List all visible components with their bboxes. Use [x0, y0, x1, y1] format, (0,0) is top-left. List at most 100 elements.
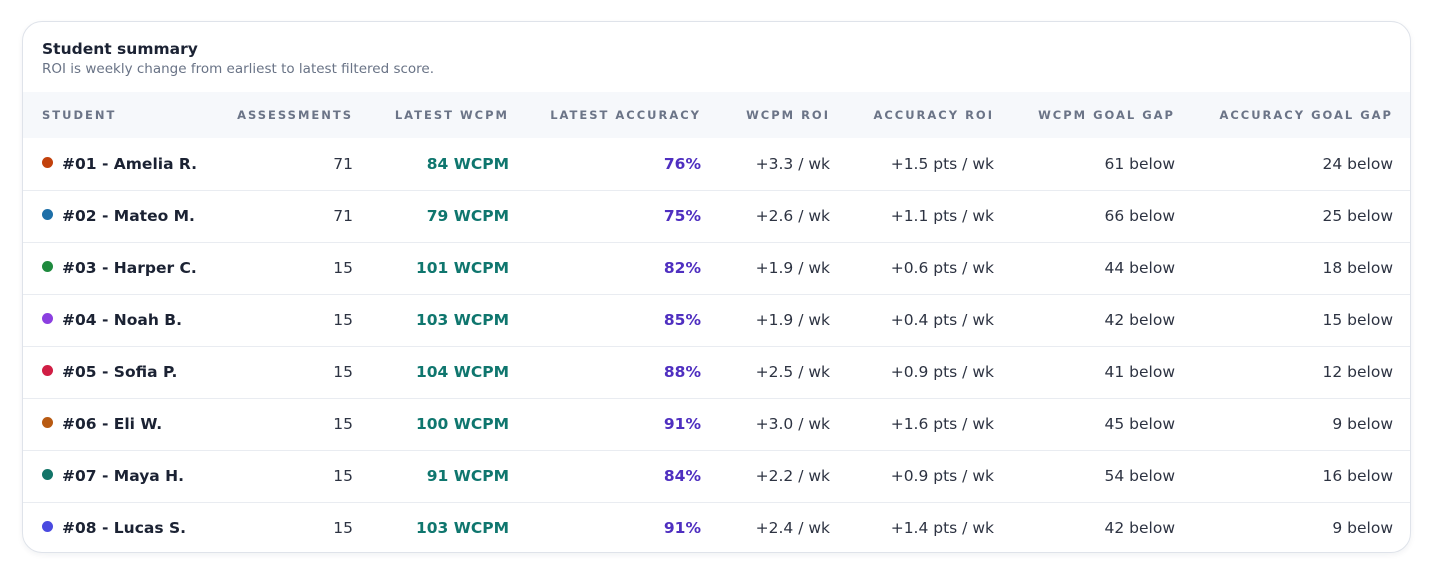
column-header-latest-wcpm[interactable]: LATEST WCPM — [394, 108, 509, 122]
cell-latest-wcpm: 104 WCPM — [415, 363, 509, 381]
cell-student: #08 - Lucas S. — [23, 502, 228, 552]
cell-student: #03 - Harper C. — [23, 242, 228, 294]
cell-accuracy-roi: +0.9 pts / wk — [890, 467, 994, 485]
student-name: #08 - Lucas S. — [62, 519, 187, 538]
cell-latest-accuracy: 91% — [663, 415, 701, 433]
student-color-dot-icon — [42, 209, 53, 220]
table-row[interactable]: #04 - Noah B. 15 103 WCPM 85% +1.9 / wk +0.4 … — [23, 294, 1410, 346]
cell-wcpm-goal-gap: 54 below — [1104, 467, 1176, 485]
cell-accuracy-goal-gap: 9 below — [1332, 415, 1393, 433]
cell-wcpm-goal-gap: 42 below — [1104, 311, 1176, 329]
cell-wcpm-goal-gap: 45 below — [1104, 415, 1176, 433]
student-name: #03 - Harper C. — [62, 259, 197, 277]
student-color-dot-icon — [42, 156, 53, 168]
cell-wcpm-goal-gap: 61 below — [1104, 154, 1176, 173]
cell-assessments: 71 — [333, 207, 353, 225]
table-row[interactable]: #08 - Lucas S. 15 103 WCPM 91% +2.4 / wk +1.4… — [23, 502, 1410, 552]
cell-latest-wcpm: 91 WCPM — [426, 467, 509, 485]
student-color-dot-icon — [42, 365, 53, 376]
cell-wcpm-roi: +3.3 / wk — [755, 154, 830, 173]
student-summary-card: Student summary ROI is weekly change fro… — [22, 21, 1411, 553]
cell-latest-accuracy: 88% — [663, 363, 701, 381]
table-header-row: STUDENT ASSESSMENTS LATEST WCPM LATEST A… — [23, 92, 1410, 138]
cell-accuracy-roi: +1.5 pts / wk — [890, 154, 994, 173]
cell-latest-wcpm: 101 WCPM — [415, 259, 509, 277]
cell-student: #02 - Mateo M. — [23, 190, 228, 242]
student-name: #02 - Mateo M. — [62, 207, 195, 225]
cell-accuracy-goal-gap: 25 below — [1322, 207, 1394, 225]
cell-latest-accuracy: 75% — [663, 207, 701, 225]
cell-assessments: 15 — [333, 467, 353, 485]
card-title: Student summary — [42, 40, 198, 58]
cell-accuracy-goal-gap: 12 below — [1322, 363, 1394, 381]
cell-accuracy-goal-gap: 15 below — [1322, 311, 1394, 329]
cell-student: #07 - Maya H. — [23, 450, 228, 502]
student-color-dot-icon — [42, 469, 53, 480]
table-row[interactable]: #03 - Harper C. 15 101 WCPM 82% +1.9 / wk +0.… — [23, 242, 1410, 294]
cell-wcpm-roi: +1.9 / wk — [755, 259, 830, 277]
cell-latest-wcpm: 103 WCPM — [415, 519, 509, 538]
cell-assessments: 15 — [333, 311, 353, 329]
cell-wcpm-roi: +2.6 / wk — [755, 207, 830, 225]
column-header-latest-accuracy[interactable]: LATEST ACCURACY — [550, 108, 701, 122]
student-color-dot-icon — [42, 313, 53, 324]
cell-assessments: 15 — [333, 259, 353, 277]
cell-latest-accuracy: 76% — [663, 154, 701, 173]
cell-wcpm-roi: +3.0 / wk — [755, 415, 830, 433]
cell-wcpm-roi: +2.4 / wk — [755, 519, 830, 538]
table-row[interactable]: #07 - Maya H. 15 91 WCPM 84% +2.2 / wk +0.9 p… — [23, 450, 1410, 502]
cell-accuracy-roi: +1.1 pts / wk — [890, 207, 994, 225]
cell-latest-accuracy: 84% — [663, 467, 701, 485]
cell-latest-wcpm: 100 WCPM — [415, 415, 509, 433]
student-color-dot-icon — [42, 261, 53, 272]
cell-assessments: 15 — [333, 363, 353, 381]
table-row[interactable]: #05 - Sofia P. 15 104 WCPM 88% +2.5 / wk +0.9… — [23, 346, 1410, 398]
cell-wcpm-goal-gap: 66 below — [1104, 207, 1176, 225]
cell-accuracy-roi: +0.6 pts / wk — [890, 259, 994, 277]
cell-student: #04 - Noah B. — [23, 294, 228, 346]
student-color-dot-icon — [42, 417, 53, 428]
student-name: #07 - Maya H. — [62, 467, 185, 485]
student-summary-table: STUDENT ASSESSMENTS LATEST WCPM LATEST A… — [23, 92, 1410, 552]
column-header-wcpm-goal-gap[interactable]: WCPM GOAL GAP — [1038, 108, 1175, 122]
student-name: #06 - Eli W. — [62, 415, 163, 433]
card-subtitle: ROI is weekly change from earliest to la… — [42, 61, 435, 77]
cell-latest-accuracy: 82% — [663, 259, 701, 277]
cell-student: #05 - Sofia P. — [23, 346, 228, 398]
table-row[interactable]: #01 - Amelia R. 71 84 WCPM 76% +3.3 / wk +1.5… — [23, 138, 1410, 190]
cell-wcpm-roi: +2.2 / wk — [755, 467, 830, 485]
student-name: #01 - Amelia R. — [62, 154, 198, 173]
cell-accuracy-roi: +1.6 pts / wk — [890, 415, 994, 433]
cell-accuracy-goal-gap: 24 below — [1322, 154, 1394, 173]
cell-accuracy-goal-gap: 18 below — [1322, 259, 1394, 277]
table-row[interactable]: #02 - Mateo M. 71 79 WCPM 75% +2.6 / wk +1.1 … — [23, 190, 1410, 242]
cell-accuracy-roi: +0.4 pts / wk — [890, 311, 994, 329]
cell-assessments: 71 — [333, 154, 353, 173]
cell-assessments: 15 — [333, 519, 353, 538]
cell-wcpm-goal-gap: 41 below — [1104, 363, 1176, 381]
student-color-dot-icon — [42, 521, 53, 533]
cell-wcpm-goal-gap: 42 below — [1104, 519, 1176, 538]
column-header-accuracy-goal-gap[interactable]: ACCURACY GOAL GAP — [1219, 108, 1393, 122]
column-header-assessments[interactable]: ASSESSMENTS — [237, 108, 353, 122]
column-header-student[interactable]: STUDENT — [42, 108, 117, 122]
student-name: #05 - Sofia P. — [62, 363, 178, 381]
cell-latest-wcpm: 103 WCPM — [415, 311, 509, 329]
student-name: #04 - Noah B. — [62, 311, 182, 329]
table-body: #01 - Amelia R. 71 84 WCPM 76% +3.3 / wk +1.5… — [23, 138, 1410, 552]
cell-latest-accuracy: 85% — [663, 311, 701, 329]
table-row[interactable]: #06 - Eli W. 15 100 WCPM 91% +3.0 / wk +1.6 p… — [23, 398, 1410, 450]
cell-latest-wcpm: 84 WCPM — [426, 154, 509, 173]
cell-accuracy-goal-gap: 9 below — [1332, 519, 1393, 538]
cell-wcpm-roi: +2.5 / wk — [755, 363, 830, 381]
cell-accuracy-roi: +0.9 pts / wk — [890, 363, 994, 381]
cell-wcpm-goal-gap: 44 below — [1104, 259, 1176, 277]
cell-assessments: 15 — [333, 415, 353, 433]
column-header-wcpm-roi[interactable]: WCPM ROI — [746, 108, 830, 122]
cell-student: #06 - Eli W. — [23, 398, 228, 450]
table-header: STUDENT ASSESSMENTS LATEST WCPM LATEST A… — [23, 92, 1410, 138]
column-header-accuracy-roi[interactable]: ACCURACY ROI — [873, 108, 994, 122]
cell-latest-accuracy: 91% — [663, 519, 701, 538]
cell-accuracy-roi: +1.4 pts / wk — [890, 519, 994, 538]
cell-accuracy-goal-gap: 16 below — [1322, 467, 1394, 485]
